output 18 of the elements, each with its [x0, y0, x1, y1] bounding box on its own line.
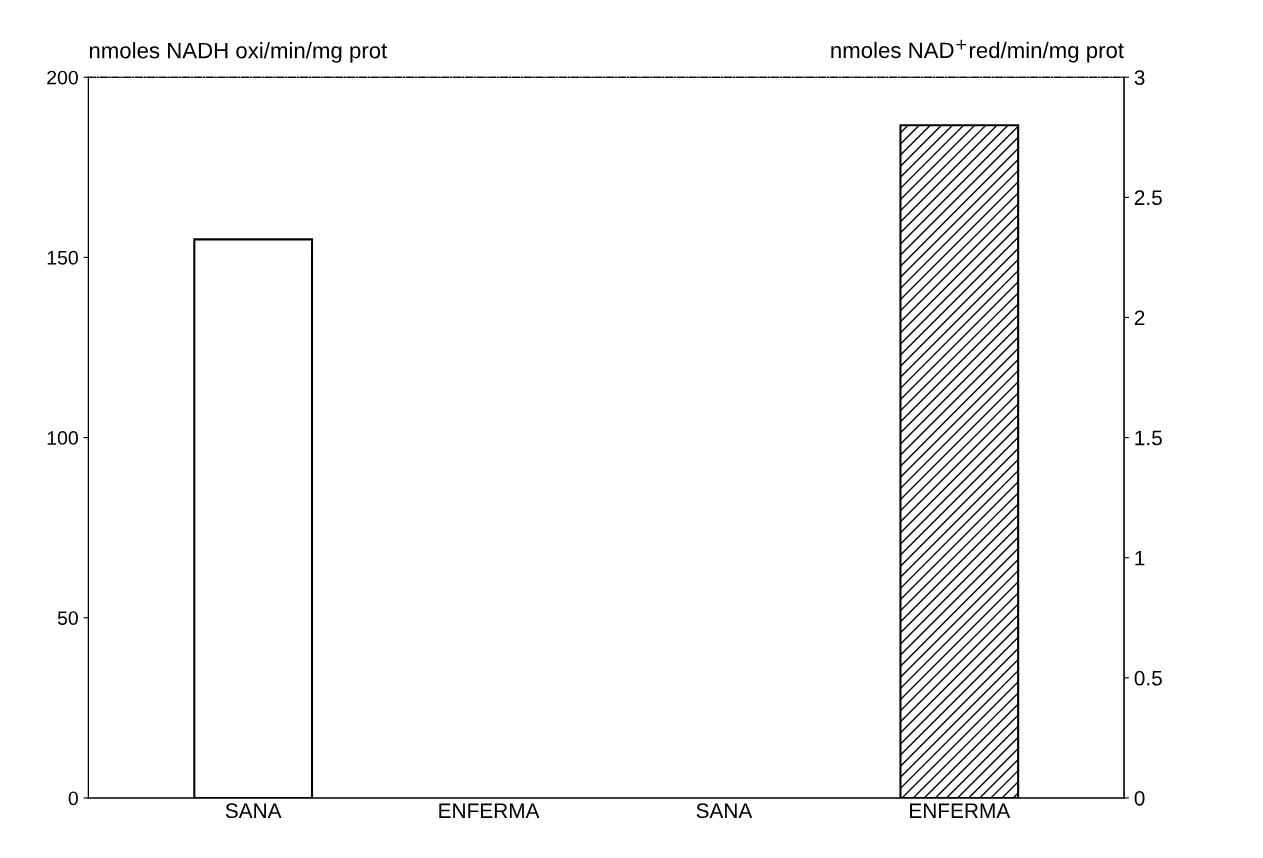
y-tick-label: 100	[47, 431, 78, 445]
y2-tick-label: 2.5	[1134, 190, 1162, 206]
y2-tick-label: 1	[1135, 550, 1145, 566]
y-tick-label: 200	[47, 70, 78, 85]
x-tick-label: ENFERMA	[439, 803, 540, 818]
y-axis-title: nmoles NADH oxi/min/mg prot	[89, 42, 388, 63]
y2-tick-label: 0.5	[1134, 670, 1162, 686]
y2-tick-label: 3	[1134, 70, 1145, 85]
y2-tick-label: 1.5	[1135, 430, 1162, 446]
y-tick-label: 0	[68, 791, 78, 806]
y2-tick-label: 2	[1134, 310, 1145, 326]
x-tick-label: SANA	[696, 803, 753, 819]
y2-axis-title: nmoles NAD$^{+}$red/min/mg prot	[831, 39, 1124, 63]
y2-tick-label: 0	[1134, 790, 1145, 806]
x-tick-label: SANA	[225, 803, 282, 819]
y-tick-label: 150	[47, 250, 78, 265]
x-tick-label: ENFERMA	[910, 803, 1011, 818]
y-tick-label: 50	[57, 611, 78, 625]
